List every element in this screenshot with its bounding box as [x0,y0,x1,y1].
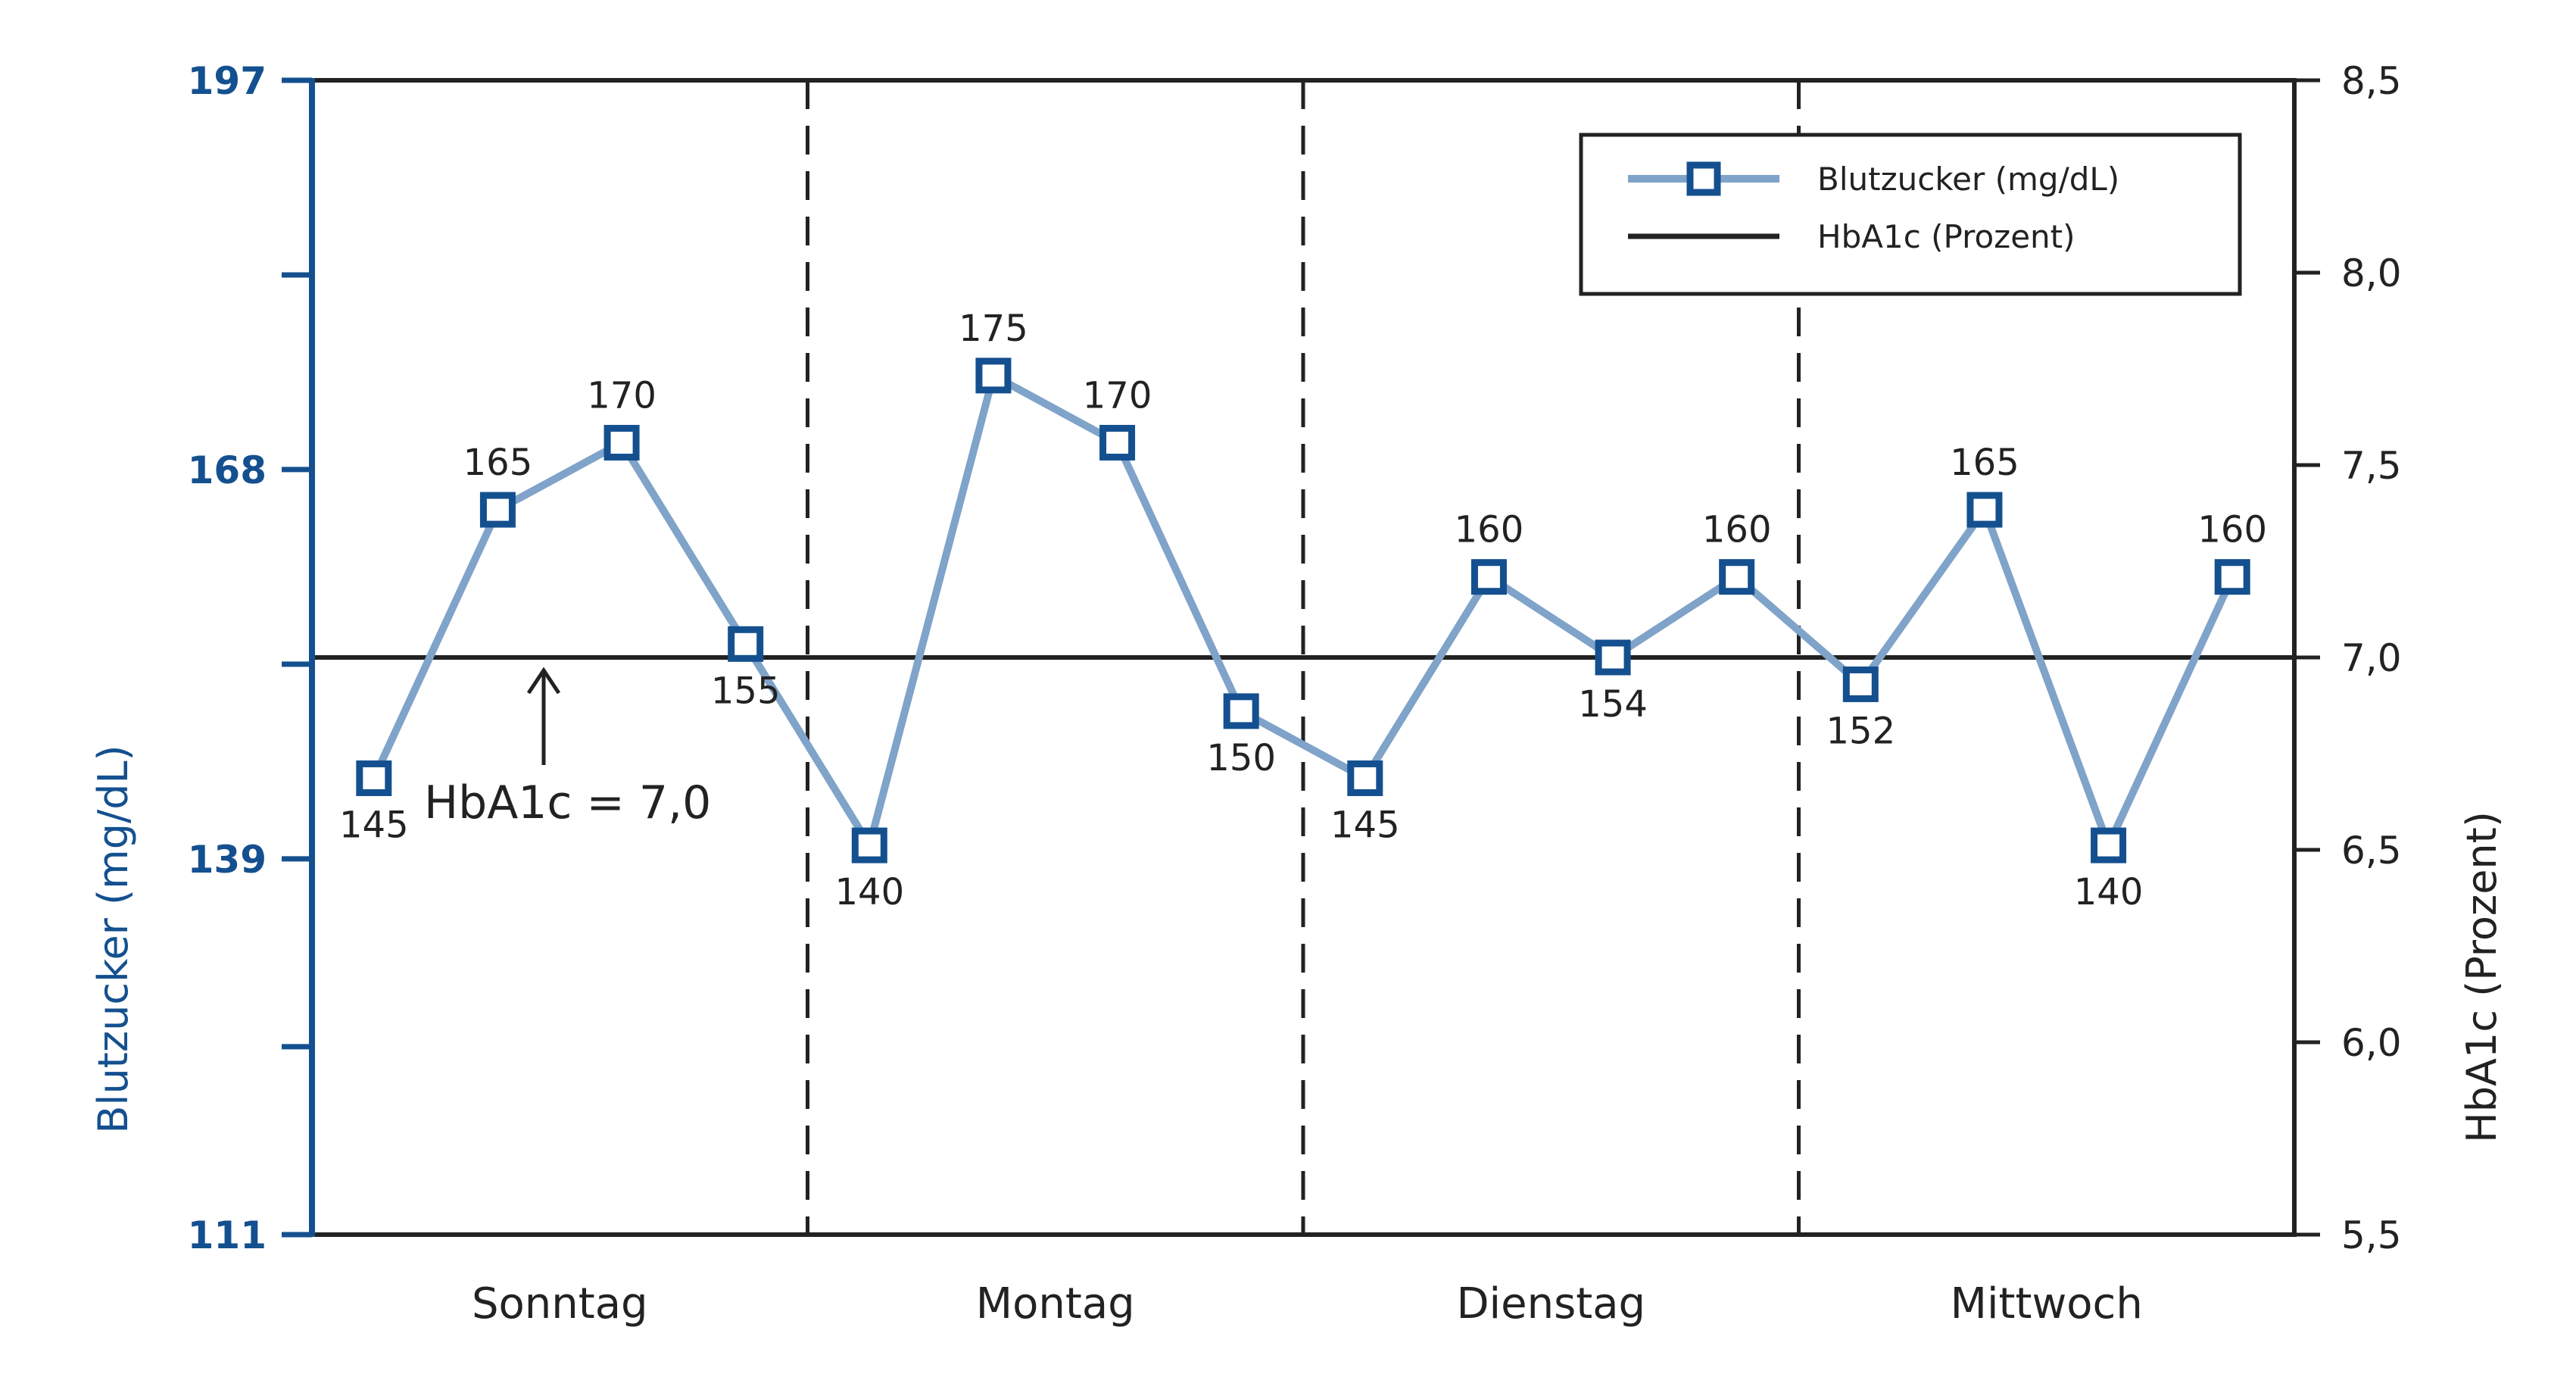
glucose-point-10 [1595,639,1631,676]
x-category-label-1: Montag [976,1279,1135,1329]
x-category-label-3: Mittwoch [1951,1279,2143,1329]
left-tick-label-3: 197 [188,59,267,103]
data-label-13: 165 [1950,442,2019,484]
glucose-point-11 [1719,559,1755,595]
glucose-point-13 [1966,492,2003,528]
glucose-point-3 [728,626,764,662]
data-labels: 145 165 170 155 140 175 170 150 145 160 154 160 152 1… [339,308,2267,913]
data-label-0: 145 [339,804,409,846]
data-label-8: 145 [1330,804,1400,846]
data-label-14: 140 [2074,871,2144,913]
left-tick-label-1: 139 [188,838,267,882]
annotation-text: HbA1c = 7,0 [424,776,711,829]
glucose-point-12 [1842,666,1879,702]
glucose-point-7 [1223,693,1259,729]
annotation-arrow-head [526,667,561,695]
data-label-7: 150 [1206,737,1276,779]
data-label-5: 175 [959,308,1028,350]
data-label-1: 165 [463,442,533,484]
glucose-point-0 [356,760,392,796]
data-label-9: 160 [1455,509,1524,551]
x-axis: Sonntag Montag Dienstag Mittwoch [472,1279,2143,1329]
data-label-2: 170 [587,374,656,417]
glucose-point-8 [1347,760,1383,796]
glucose-point-15 [2214,559,2250,595]
left-tick-label-2: 168 [188,448,267,492]
glucose-point-4 [851,827,887,863]
right-tick-label-0: 5,5 [2341,1213,2402,1257]
data-label-3: 155 [711,670,781,712]
glucose-point-5 [975,358,1012,394]
plot-frame [312,78,2294,1237]
x-category-label-0: Sonntag [472,1279,648,1329]
glucose-series [356,358,2250,863]
right-axis-label: HbA1c (Prozent) [2458,811,2506,1143]
data-label-11: 160 [1702,509,1772,551]
annotation: HbA1c = 7,0 [424,667,711,829]
data-label-12: 152 [1826,710,1896,752]
legend-hba1c-label: HbA1c (Prozent) [1817,218,2075,255]
legend: Blutzucker (mg/dL) HbA1c (Prozent) [1579,133,2242,296]
data-label-6: 170 [1083,374,1152,417]
glucose-point-2 [603,424,640,461]
right-tick-label-3: 7,0 [2341,636,2402,680]
data-label-4: 140 [835,871,905,913]
right-tick-label-2: 6,5 [2341,829,2402,873]
right-tick-label-4: 7,5 [2341,444,2402,488]
glucose-point-9 [1470,559,1507,595]
data-label-15: 160 [2197,509,2267,551]
legend-box [1579,133,2242,296]
data-label-10: 154 [1578,683,1648,726]
glucose-point-6 [1099,424,1136,461]
right-tick-label-5: 8,0 [2341,251,2402,295]
left-axis: 111 139 168 197 [188,59,315,1257]
glucose-point-14 [2091,827,2127,863]
left-tick-label-0: 111 [188,1213,267,1257]
glucose-point-1 [479,492,516,528]
legend-glucose-label: Blutzucker (mg/dL) [1817,161,2119,198]
glucose-series-line [370,371,2236,850]
right-tick-label-1: 6,0 [2341,1021,2402,1065]
right-axis: 5,5 6,0 6,5 7,0 7,5 8,0 8,5 [2292,59,2402,1257]
legend-glucose-marker [1686,161,1721,196]
right-tick-label-6: 8,5 [2341,59,2402,103]
left-axis-label: Blutzucker (mg/dL) [89,745,137,1133]
x-category-label-2: Dienstag [1456,1279,1645,1329]
